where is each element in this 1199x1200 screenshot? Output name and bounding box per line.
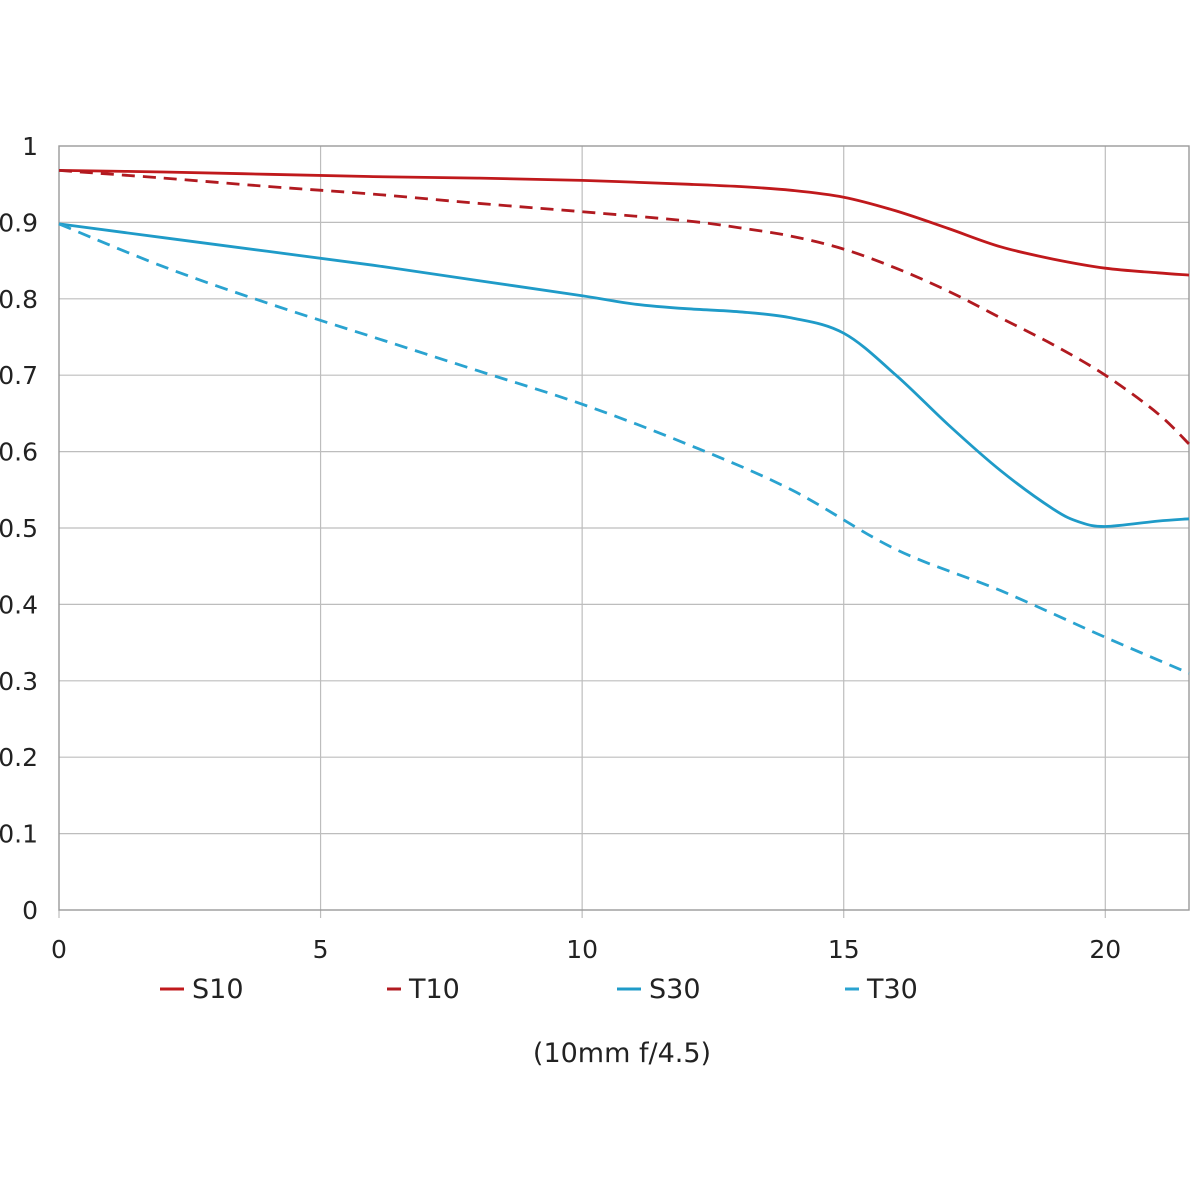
series-line-t10	[58, 169, 1190, 445]
y-tick-label: 0.2	[0, 743, 38, 772]
x-axis-tick-labels: 0 5 10 15 20	[51, 935, 1121, 964]
legend-label-t10: T10	[408, 974, 460, 1005]
x-tick-label: 0	[51, 935, 67, 964]
y-tick-label: 0.8	[0, 285, 38, 314]
y-tick-label: 0.9	[0, 208, 38, 237]
series-lines	[58, 169, 1190, 675]
y-tick-label: 1	[22, 132, 38, 161]
legend-label-t30: T30	[866, 974, 918, 1005]
y-axis-tick-labels: 0 0.1 0.2 0.3 0.4 0.5 0.6 0.7 0.8 0.9 1	[0, 132, 38, 925]
legend-label-s10: S10	[192, 974, 244, 1005]
y-tick-label: 0.4	[0, 590, 38, 619]
x-tick-label: 15	[828, 935, 860, 964]
chart-caption: (10mm f/4.5)	[533, 1038, 711, 1069]
y-tick-label: 0.1	[0, 820, 38, 849]
y-tick-label: 0.7	[0, 361, 38, 390]
x-tick-label: 10	[566, 935, 598, 964]
grid	[58, 146, 1189, 918]
x-tick-label: 20	[1089, 935, 1121, 964]
legend-label-s30: S30	[649, 974, 701, 1005]
y-tick-label: 0.6	[0, 438, 38, 467]
x-tick-label: 5	[313, 935, 329, 964]
y-tick-label: 0.5	[0, 514, 38, 543]
series-line-s30	[58, 222, 1190, 528]
plot-frame	[58, 145, 1190, 911]
y-tick-label: 0.3	[0, 667, 38, 696]
y-tick-label: 0	[22, 896, 38, 925]
series-line-s10	[58, 169, 1190, 277]
legend: S10 T10 S30 T30	[160, 974, 918, 1005]
series-line-t30	[58, 222, 1190, 675]
